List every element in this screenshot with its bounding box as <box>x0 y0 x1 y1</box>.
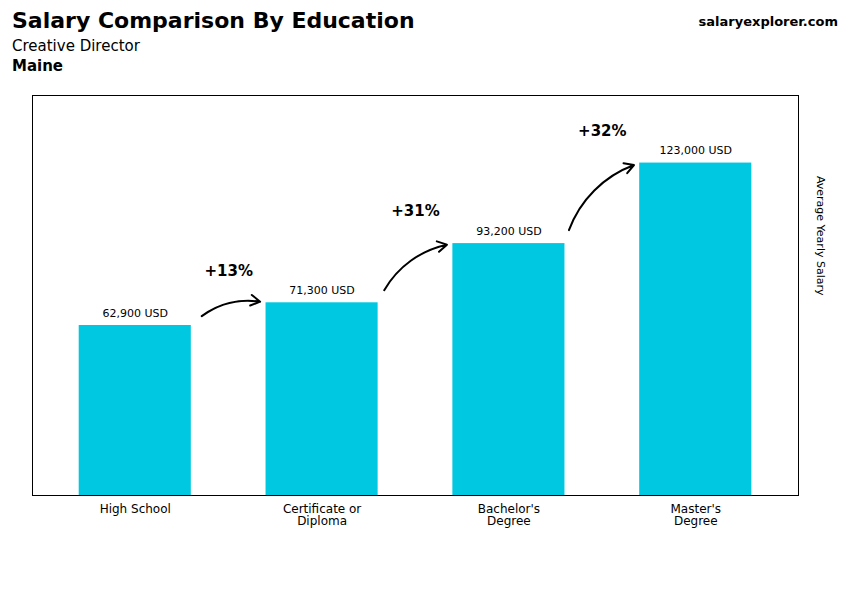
svg-text:+31%: +31% <box>391 202 439 220</box>
html-text:Creative Director: Creative Director <box>12 37 140 55</box>
svg-text:Certificate orDiploma: Certificate orDiploma <box>283 502 361 528</box>
svg-text:62,900 USD: 62,900 USD <box>103 307 169 320</box>
html-text:salaryexplorer.com: salaryexplorer.com <box>698 14 838 29</box>
svg-text:+32%: +32% <box>578 122 626 140</box>
svg-text:93,200 USD: 93,200 USD <box>476 225 542 238</box>
html-text:Maine: Maine <box>12 57 63 75</box>
svg-text:Bachelor'sDegree: Bachelor'sDegree <box>478 502 540 528</box>
svg-text:123,000 USD: 123,000 USD <box>659 144 732 157</box>
svg-text:High School: High School <box>100 502 171 516</box>
html-text:Salary Comparison By Education: Salary Comparison By Education <box>12 8 415 33</box>
svg-text:Master'sDegree: Master'sDegree <box>670 502 721 528</box>
svg-text:+13%: +13% <box>204 262 252 280</box>
svg-text:Average Yearly Salary: Average Yearly Salary <box>814 176 827 296</box>
svg-text:71,300 USD: 71,300 USD <box>289 284 355 297</box>
